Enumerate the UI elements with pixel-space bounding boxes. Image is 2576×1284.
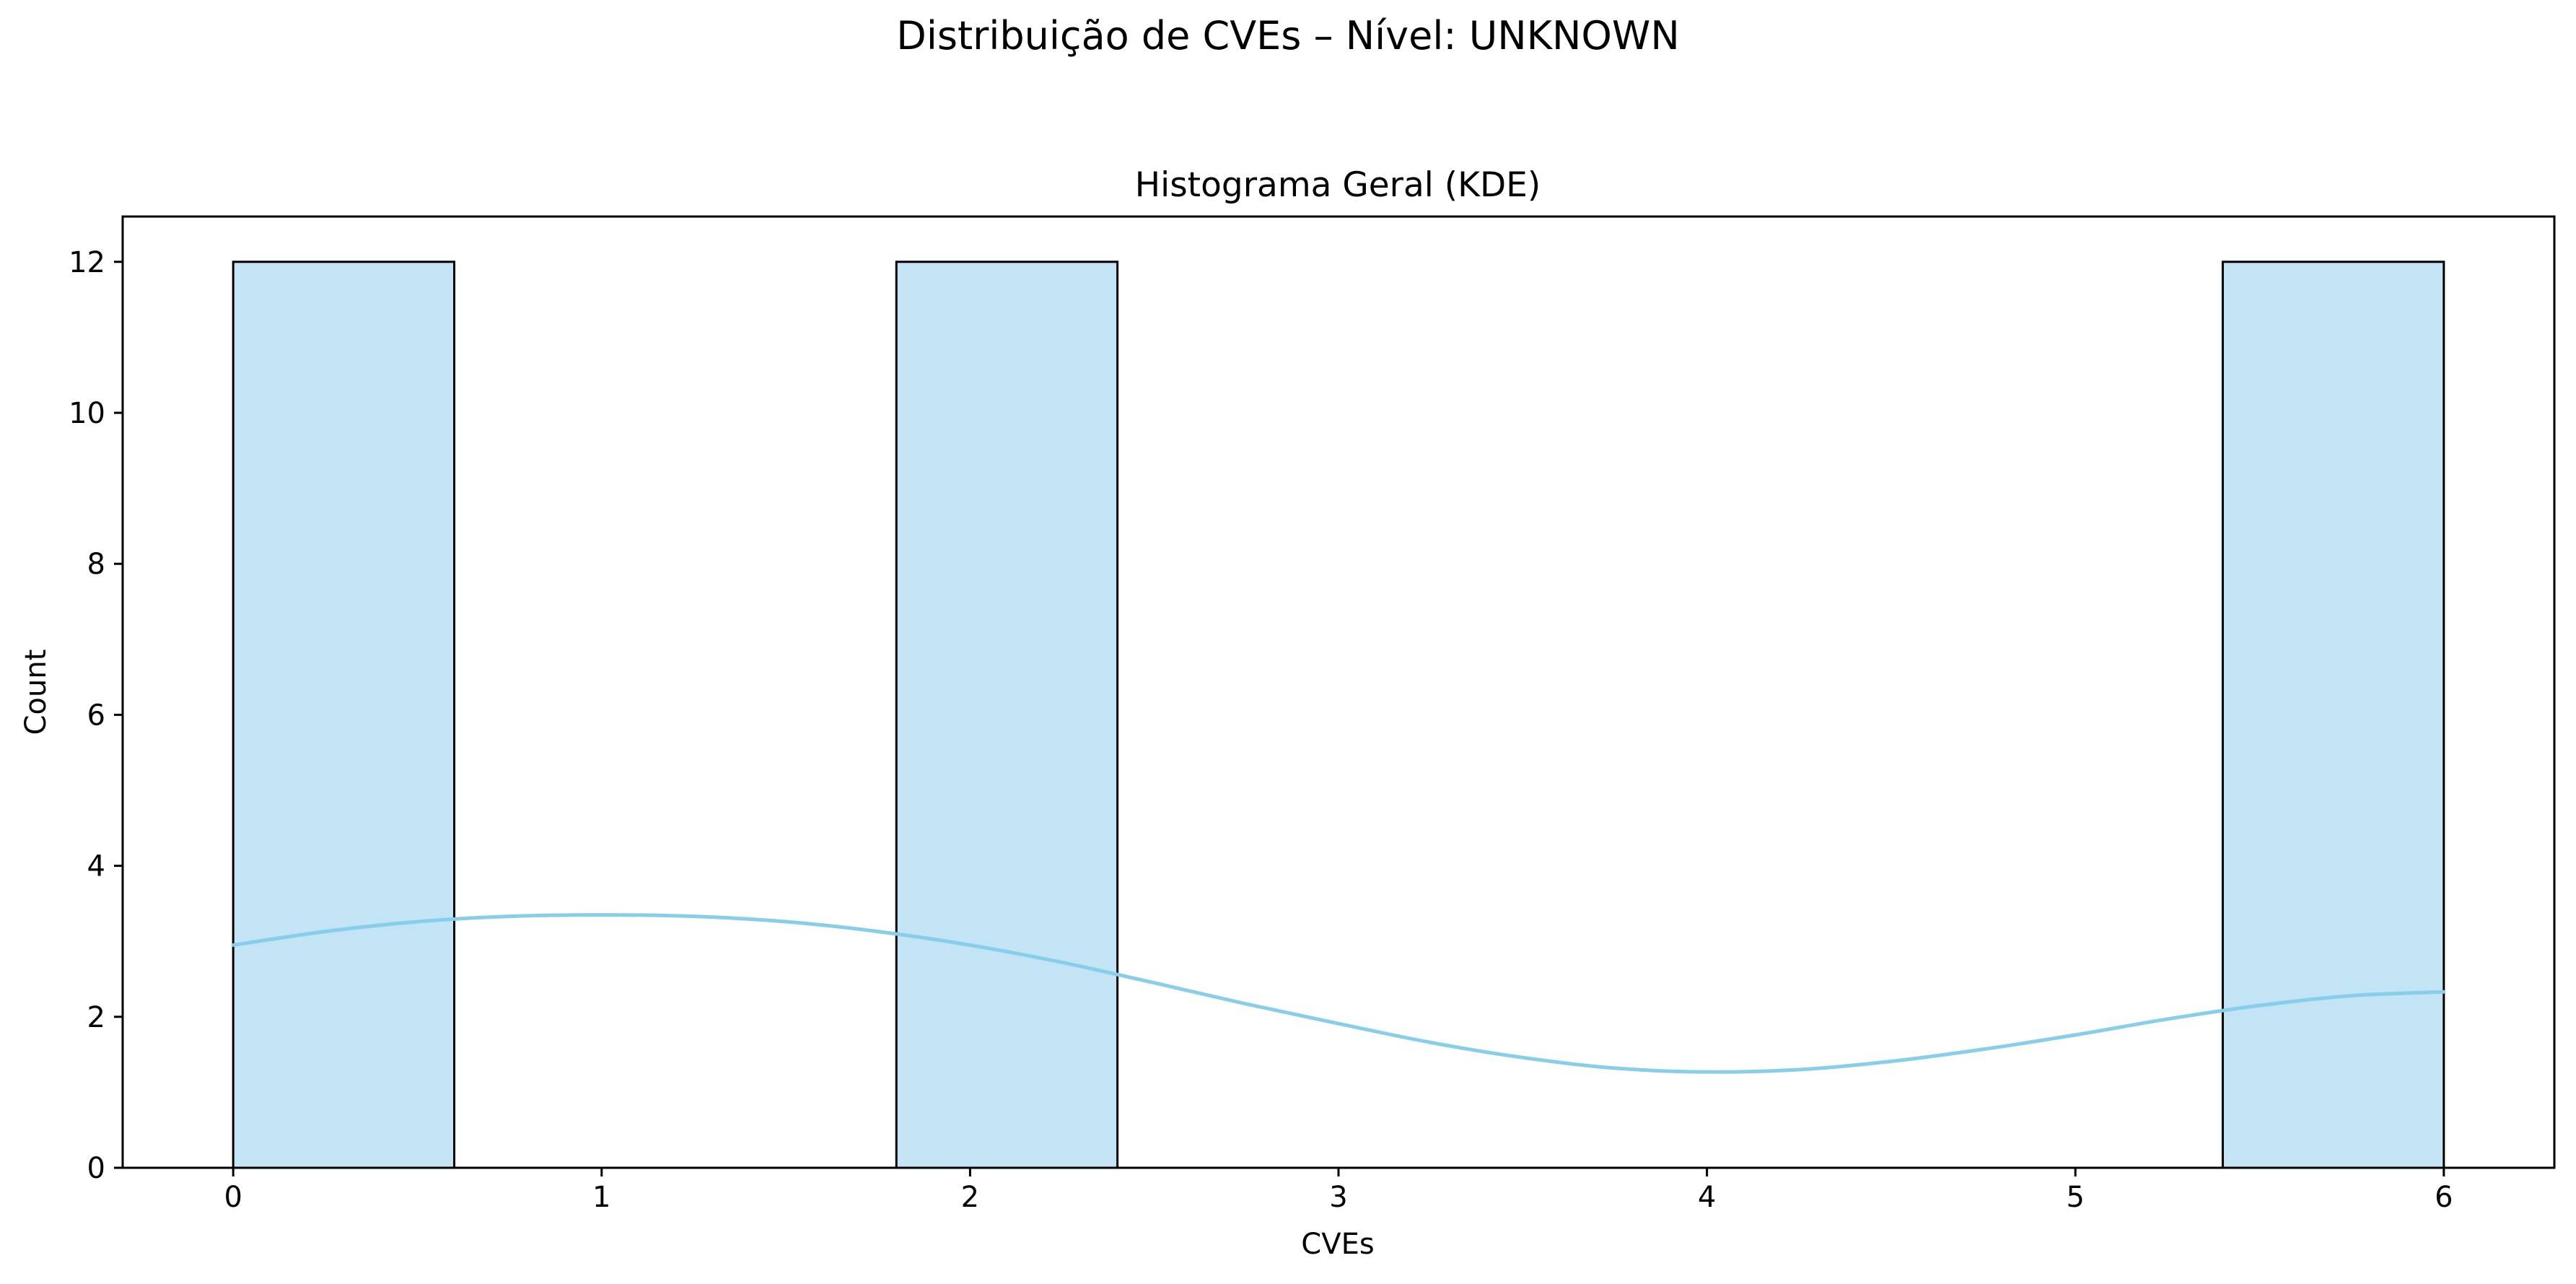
y-axis-label: Count xyxy=(19,650,53,735)
y-tick-label: 2 xyxy=(87,1001,105,1034)
x-tick-label: 4 xyxy=(1698,1181,1716,1214)
figure-title: Distribuição de CVEs – Nível: UNKNOWN xyxy=(896,13,1679,58)
kde-layer xyxy=(231,913,2446,1074)
x-axis-label: CVEs xyxy=(1301,1228,1374,1261)
histogram-bar-3 xyxy=(895,261,1119,1169)
y-tick-label: 12 xyxy=(69,246,105,279)
y-tick-label: 6 xyxy=(87,699,105,732)
x-tick-label: 6 xyxy=(2435,1181,2453,1214)
x-tick-label: 2 xyxy=(961,1181,979,1214)
x-tick-label: 1 xyxy=(592,1181,610,1214)
y-tick-label: 10 xyxy=(69,397,105,430)
y-tick-label: 8 xyxy=(87,548,105,581)
y-tick-label: 0 xyxy=(87,1152,105,1185)
chart-title: Histograma Geral (KDE) xyxy=(1135,165,1541,205)
y-axis: 0 2 4 6 8 10 12 xyxy=(69,246,123,1185)
bars-layer xyxy=(232,261,2445,1169)
x-tick-label: 0 xyxy=(224,1181,242,1214)
histogram-bar-9 xyxy=(2221,261,2445,1169)
kde-line xyxy=(231,913,2446,1074)
x-tick-label: 3 xyxy=(1329,1181,1347,1214)
histogram-bar-0 xyxy=(232,261,456,1169)
x-tick-label: 5 xyxy=(2066,1181,2084,1214)
y-tick-label: 4 xyxy=(87,850,105,883)
x-axis: 0 1 2 3 4 5 6 xyxy=(224,1168,2453,1214)
